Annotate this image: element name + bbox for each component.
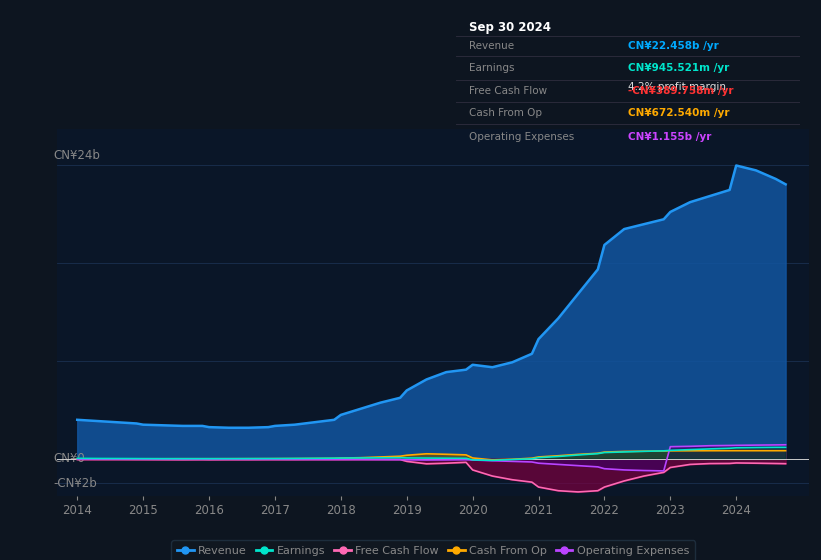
Text: Cash From Op: Cash From Op (470, 109, 543, 118)
Text: Earnings: Earnings (470, 63, 515, 73)
Text: Operating Expenses: Operating Expenses (470, 132, 575, 142)
Text: -CN¥389.758m /yr: -CN¥389.758m /yr (628, 86, 734, 96)
Text: CN¥1.155b /yr: CN¥1.155b /yr (628, 132, 712, 142)
Text: -CN¥2b: -CN¥2b (53, 477, 98, 490)
Text: CN¥672.540m /yr: CN¥672.540m /yr (628, 109, 730, 118)
Text: CN¥22.458b /yr: CN¥22.458b /yr (628, 41, 719, 51)
Text: CN¥945.521m /yr: CN¥945.521m /yr (628, 63, 729, 73)
Text: Sep 30 2024: Sep 30 2024 (470, 21, 552, 34)
Text: 4.2% profit margin: 4.2% profit margin (628, 82, 726, 92)
Text: CN¥0: CN¥0 (53, 452, 85, 465)
Legend: Revenue, Earnings, Free Cash Flow, Cash From Op, Operating Expenses: Revenue, Earnings, Free Cash Flow, Cash … (172, 540, 695, 560)
Text: CN¥24b: CN¥24b (53, 149, 101, 162)
Text: Revenue: Revenue (470, 41, 515, 51)
Text: Free Cash Flow: Free Cash Flow (470, 86, 548, 96)
